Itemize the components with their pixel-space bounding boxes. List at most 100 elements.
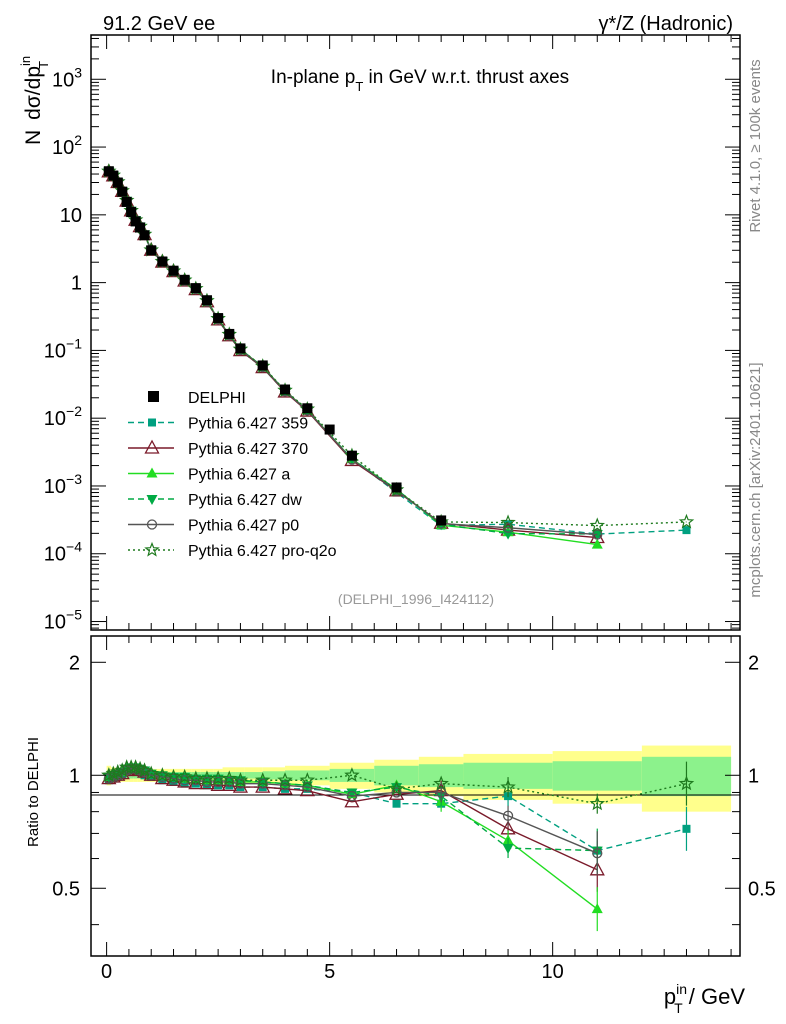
ratio-series-marker — [299, 772, 316, 787]
ratio-series-marker — [392, 799, 401, 808]
ratio-series-marker — [678, 775, 695, 791]
data-point — [117, 186, 128, 197]
y-tick-label: 10−3 — [44, 471, 82, 498]
ratio-series-marker — [682, 824, 691, 833]
y-tick-label: 10−2 — [44, 403, 82, 430]
main-panel: 10−5 10−4 10−3 10−2 10−1 1 10 102 103 — [44, 34, 741, 634]
main-series-line — [108, 170, 687, 527]
main-series-marker — [591, 530, 603, 541]
ratio-series-marker — [502, 844, 514, 855]
legend-label: Pythia 6.427 dw — [188, 492, 302, 509]
x-tick-label: 5 — [324, 961, 335, 983]
main-series-line — [108, 171, 598, 546]
ratio-series-marker — [157, 771, 168, 783]
legend-entry: Pythia 6.427 dw — [128, 492, 302, 509]
y-axis-label: Ndσ/dpin T — [18, 56, 51, 145]
legend-entry: Pythia 6.427 359 — [128, 416, 308, 433]
data-point — [324, 424, 335, 435]
data-point — [112, 177, 123, 188]
data-point — [168, 265, 179, 276]
data-point — [130, 216, 141, 227]
ratio-series-marker — [101, 767, 117, 782]
stat-uncertainty-band — [262, 771, 286, 780]
energy-label: 91.2 GeV ee — [103, 13, 215, 35]
ratio-series-marker — [591, 903, 603, 914]
ratio-series-marker — [201, 776, 213, 788]
ratio-tick-label-right: 1 — [748, 765, 759, 787]
main-series-line — [108, 171, 598, 536]
legend-label: Pythia 6.427 a — [188, 467, 290, 484]
ratio-series-marker — [589, 795, 606, 811]
ratio-series-marker — [180, 779, 189, 788]
legend-label: Pythia 6.427 pro-q2o — [188, 543, 337, 560]
main-series-line — [108, 171, 598, 535]
ratio-panel: 0.5 0.5 1 1 2 2 — [52, 635, 776, 957]
ratio-series-marker — [202, 781, 211, 790]
main-frame — [90, 34, 741, 631]
main-series-marker — [592, 529, 603, 540]
ratio-series-marker — [500, 778, 516, 794]
x-tick-label: 0 — [101, 961, 112, 983]
data-point — [224, 328, 235, 339]
legend-entry: Pythia 6.427 370 — [128, 439, 308, 458]
data-point — [126, 207, 137, 218]
ratio-frame — [90, 635, 741, 957]
data-point — [135, 222, 146, 233]
ratio-series-marker — [346, 788, 358, 799]
y-tick-label: 10−5 — [44, 607, 82, 634]
ratio-series-marker — [344, 767, 360, 782]
ratio-series-marker — [257, 778, 268, 789]
data-point — [157, 256, 168, 267]
ratio-series-marker — [210, 776, 226, 792]
data-point — [436, 515, 447, 526]
ratio-series-marker — [212, 774, 224, 785]
y-tick-label: 10−4 — [44, 539, 82, 566]
ratio-series-marker — [168, 773, 179, 784]
ratio-series-marker — [391, 787, 402, 798]
legend-data-marker — [148, 391, 159, 402]
legend-entry-data: DELPHI — [148, 390, 246, 407]
data-point — [235, 343, 246, 354]
stat-uncertainty-band — [552, 761, 642, 791]
ratio-series-marker — [254, 772, 271, 787]
ratio-series-marker — [179, 775, 190, 786]
data-point — [201, 295, 212, 306]
legend-marker — [144, 439, 160, 454]
y-tick-label: 103 — [52, 64, 82, 91]
legend-entry: Pythia 6.427 p0 — [128, 518, 299, 535]
ratio-series-marker — [435, 787, 447, 798]
data-point — [121, 196, 132, 207]
legend-marker — [146, 467, 158, 478]
ratio-series-marker — [143, 765, 159, 781]
process-label: γ*/Z (Hadronic) — [599, 13, 733, 35]
ratio-series-marker — [388, 780, 405, 796]
data-point — [139, 230, 150, 241]
stat-uncertainty-band — [374, 765, 419, 786]
ratio-series-marker — [176, 768, 193, 784]
ratio-series-marker — [279, 780, 291, 791]
ratio-series-marker — [224, 776, 235, 788]
data-point — [302, 403, 313, 414]
main-data-layer — [101, 163, 695, 549]
data-point — [108, 170, 119, 181]
y-tick-label: 10 — [60, 205, 82, 227]
ratio-series-marker — [179, 772, 191, 783]
analysis-id: (DELPHI_1996_I424112) — [338, 591, 494, 607]
ratio-tick-label-left: 0.5 — [52, 878, 80, 900]
ratio-series-marker — [136, 762, 153, 778]
data-point — [146, 245, 157, 256]
legend-marker — [146, 495, 158, 505]
ratio-tick-label-right: 2 — [748, 652, 759, 674]
legend-entry: Pythia 6.427 a — [128, 467, 290, 484]
data-point — [190, 283, 201, 294]
ratio-series-marker — [110, 763, 126, 779]
main-series-marker — [589, 517, 606, 533]
main-series-marker — [678, 513, 695, 529]
ratio-series-marker — [592, 848, 603, 859]
main-series-marker — [591, 538, 603, 549]
ratio-tick-label-left: 2 — [69, 652, 80, 674]
ratio-y-label: Ratio to DELPHI — [25, 737, 42, 847]
ratio-tick-label-left: 1 — [69, 765, 80, 787]
ratio-tick-label-right: 0.5 — [748, 878, 776, 900]
